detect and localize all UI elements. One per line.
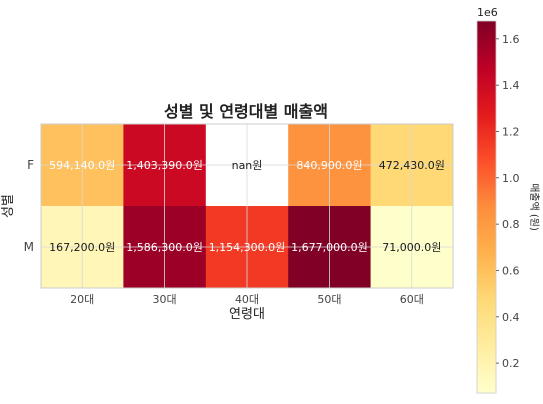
- gridlines: [41, 124, 453, 288]
- colorbar: [476, 20, 497, 394]
- colorbar-ticks: 0.2 0.4 0.6 0.8 1.0 1.2 1.4 1.6: [496, 33, 520, 370]
- y-axis-ticks: FM: [24, 158, 34, 254]
- x-tick-label: 30대: [153, 293, 177, 306]
- colorbar-tick-label: 1.4: [502, 79, 520, 92]
- x-tick-label: 20대: [70, 293, 94, 306]
- colorbar-tick-label: 1.2: [502, 125, 520, 138]
- cell-value-label: 71,000.0원: [382, 241, 441, 254]
- y-tick-label: M: [24, 240, 34, 254]
- plot-frame: [40, 123, 454, 289]
- colorbar-tick-label: 0.8: [502, 218, 520, 231]
- cell-value-label: 1,403,390.0원: [126, 159, 203, 172]
- colorbar-tick-label: 1.0: [502, 172, 520, 185]
- x-tick-label: 50대: [317, 293, 341, 306]
- cell-value-label: 594,140.0원: [49, 159, 115, 172]
- colorbar-tick-label: 1.6: [502, 33, 520, 46]
- y-tick-label: F: [27, 158, 34, 172]
- cell-value-label: 1,586,300.0원: [126, 241, 203, 254]
- y-axis-label: 성별: [1, 194, 16, 218]
- colorbar-offset-text: 1e6: [477, 6, 498, 19]
- colorbar-tick-label: 0.2: [502, 357, 520, 370]
- x-axis-label: 연령대: [229, 307, 265, 322]
- colorbar-tick-label: 0.6: [502, 264, 520, 277]
- cell-value-label: 840,900.0원: [296, 159, 362, 172]
- colorbar-tick-label: 0.4: [502, 311, 520, 324]
- cell-value-label: 1,677,000.0원: [291, 241, 368, 254]
- x-axis-ticks: 20대 30대 40대 50대 60대: [70, 293, 424, 306]
- cell-value-label: 472,430.0원: [379, 159, 445, 172]
- colorbar-label: 매출액 (원): [528, 183, 540, 231]
- x-tick-label: 40대: [235, 293, 259, 306]
- cell-value-label: 1,154,300.0원: [209, 241, 286, 254]
- chart-title: 성별 및 연령대별 매출액: [164, 102, 328, 121]
- cell-value-label: 167,200.0원: [49, 241, 115, 254]
- cell-labels: 594,140.0원 1,403,390.0원 nan원 840,900.0원 472,…: [49, 159, 445, 254]
- x-tick-label: 60대: [400, 293, 424, 306]
- cell-value-label: nan원: [232, 159, 263, 172]
